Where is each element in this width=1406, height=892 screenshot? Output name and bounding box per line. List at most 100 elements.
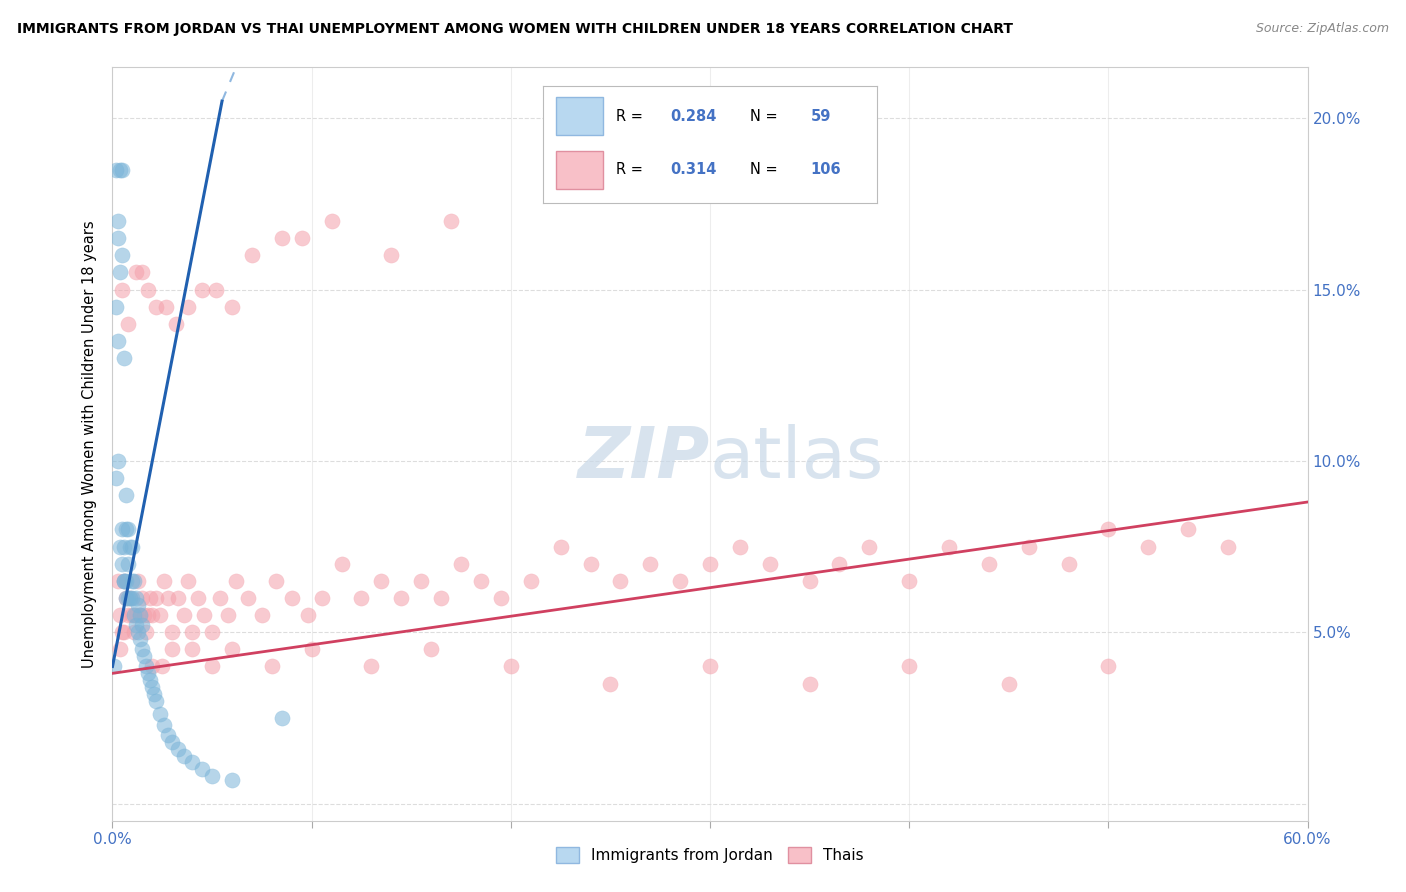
Point bbox=[153, 717, 176, 731]
Text: IMMIGRANTS FROM JORDAN VS THAI UNEMPLOYMENT AMONG WOMEN WITH CHILDREN UNDER 18 Y: IMMIGRANTS FROM JORDAN VS THAI UNEMPLOYM… bbox=[17, 22, 1012, 37]
Point bbox=[411, 574, 433, 588]
Point bbox=[120, 591, 142, 605]
Point bbox=[125, 608, 148, 623]
Point bbox=[111, 625, 134, 640]
Point bbox=[728, 540, 751, 554]
Point bbox=[201, 659, 224, 673]
Point bbox=[599, 676, 621, 690]
Point bbox=[115, 591, 138, 605]
Text: atlas: atlas bbox=[710, 425, 884, 493]
Point bbox=[115, 523, 138, 537]
Point bbox=[699, 557, 721, 571]
Point bbox=[221, 772, 243, 787]
Point bbox=[127, 598, 149, 612]
Point bbox=[117, 591, 139, 605]
Point bbox=[129, 632, 152, 646]
Point bbox=[167, 591, 190, 605]
Point bbox=[162, 735, 183, 749]
Point bbox=[201, 769, 224, 783]
Point bbox=[205, 283, 228, 297]
Point bbox=[145, 591, 167, 605]
Point bbox=[139, 591, 162, 605]
Point bbox=[291, 231, 314, 245]
Point bbox=[1018, 540, 1040, 554]
Point bbox=[440, 214, 463, 228]
Point bbox=[103, 659, 125, 673]
Point bbox=[125, 265, 148, 279]
Point bbox=[117, 608, 139, 623]
Point bbox=[240, 248, 263, 262]
Point bbox=[181, 642, 204, 657]
Point bbox=[111, 523, 134, 537]
Point bbox=[125, 618, 148, 632]
Point bbox=[131, 618, 153, 632]
Point bbox=[380, 248, 402, 262]
Point bbox=[759, 557, 782, 571]
Point bbox=[550, 540, 572, 554]
Point bbox=[153, 574, 176, 588]
Point bbox=[135, 659, 157, 673]
Point bbox=[669, 574, 692, 588]
Point bbox=[1216, 540, 1239, 554]
Point bbox=[1097, 523, 1119, 537]
Text: Source: ZipAtlas.com: Source: ZipAtlas.com bbox=[1256, 22, 1389, 36]
Point bbox=[141, 680, 163, 694]
Point bbox=[110, 265, 132, 279]
Point bbox=[114, 625, 135, 640]
Point bbox=[134, 608, 156, 623]
Point bbox=[107, 334, 129, 348]
Point bbox=[131, 265, 153, 279]
Point bbox=[124, 625, 146, 640]
Point bbox=[114, 574, 135, 588]
Point bbox=[165, 317, 187, 331]
Point bbox=[270, 231, 292, 245]
Point bbox=[107, 231, 129, 245]
Y-axis label: Unemployment Among Women with Children Under 18 years: Unemployment Among Women with Children U… bbox=[82, 220, 97, 667]
Point bbox=[1137, 540, 1160, 554]
Point bbox=[107, 574, 129, 588]
Point bbox=[260, 659, 283, 673]
Point bbox=[114, 574, 135, 588]
Point bbox=[270, 711, 292, 725]
Point bbox=[127, 625, 149, 640]
Point bbox=[124, 574, 146, 588]
Point bbox=[350, 591, 373, 605]
Point bbox=[149, 608, 172, 623]
Point bbox=[110, 608, 132, 623]
Point bbox=[141, 608, 163, 623]
Point bbox=[129, 608, 152, 623]
Point bbox=[389, 591, 412, 605]
Point bbox=[120, 540, 142, 554]
Point bbox=[105, 300, 128, 314]
Point bbox=[143, 687, 166, 701]
Point bbox=[121, 608, 143, 623]
Point bbox=[115, 591, 138, 605]
Point bbox=[107, 214, 129, 228]
Point bbox=[145, 300, 167, 314]
Point bbox=[105, 162, 128, 177]
Point bbox=[121, 591, 143, 605]
Point bbox=[127, 574, 149, 588]
Point bbox=[114, 540, 135, 554]
Point bbox=[977, 557, 1000, 571]
Point bbox=[134, 649, 156, 664]
Point bbox=[141, 659, 163, 673]
Point bbox=[938, 540, 960, 554]
Point bbox=[167, 741, 190, 756]
Point bbox=[609, 574, 631, 588]
Point bbox=[138, 283, 160, 297]
Point bbox=[157, 591, 180, 605]
Point bbox=[1097, 659, 1119, 673]
Point bbox=[330, 557, 353, 571]
Point bbox=[111, 283, 134, 297]
Point bbox=[111, 248, 134, 262]
Point bbox=[281, 591, 304, 605]
Point bbox=[499, 659, 522, 673]
Point bbox=[201, 625, 224, 640]
Point bbox=[470, 574, 492, 588]
Point bbox=[149, 707, 172, 722]
Point bbox=[191, 283, 214, 297]
Point bbox=[124, 608, 146, 623]
Point bbox=[114, 574, 135, 588]
Point bbox=[191, 762, 214, 776]
